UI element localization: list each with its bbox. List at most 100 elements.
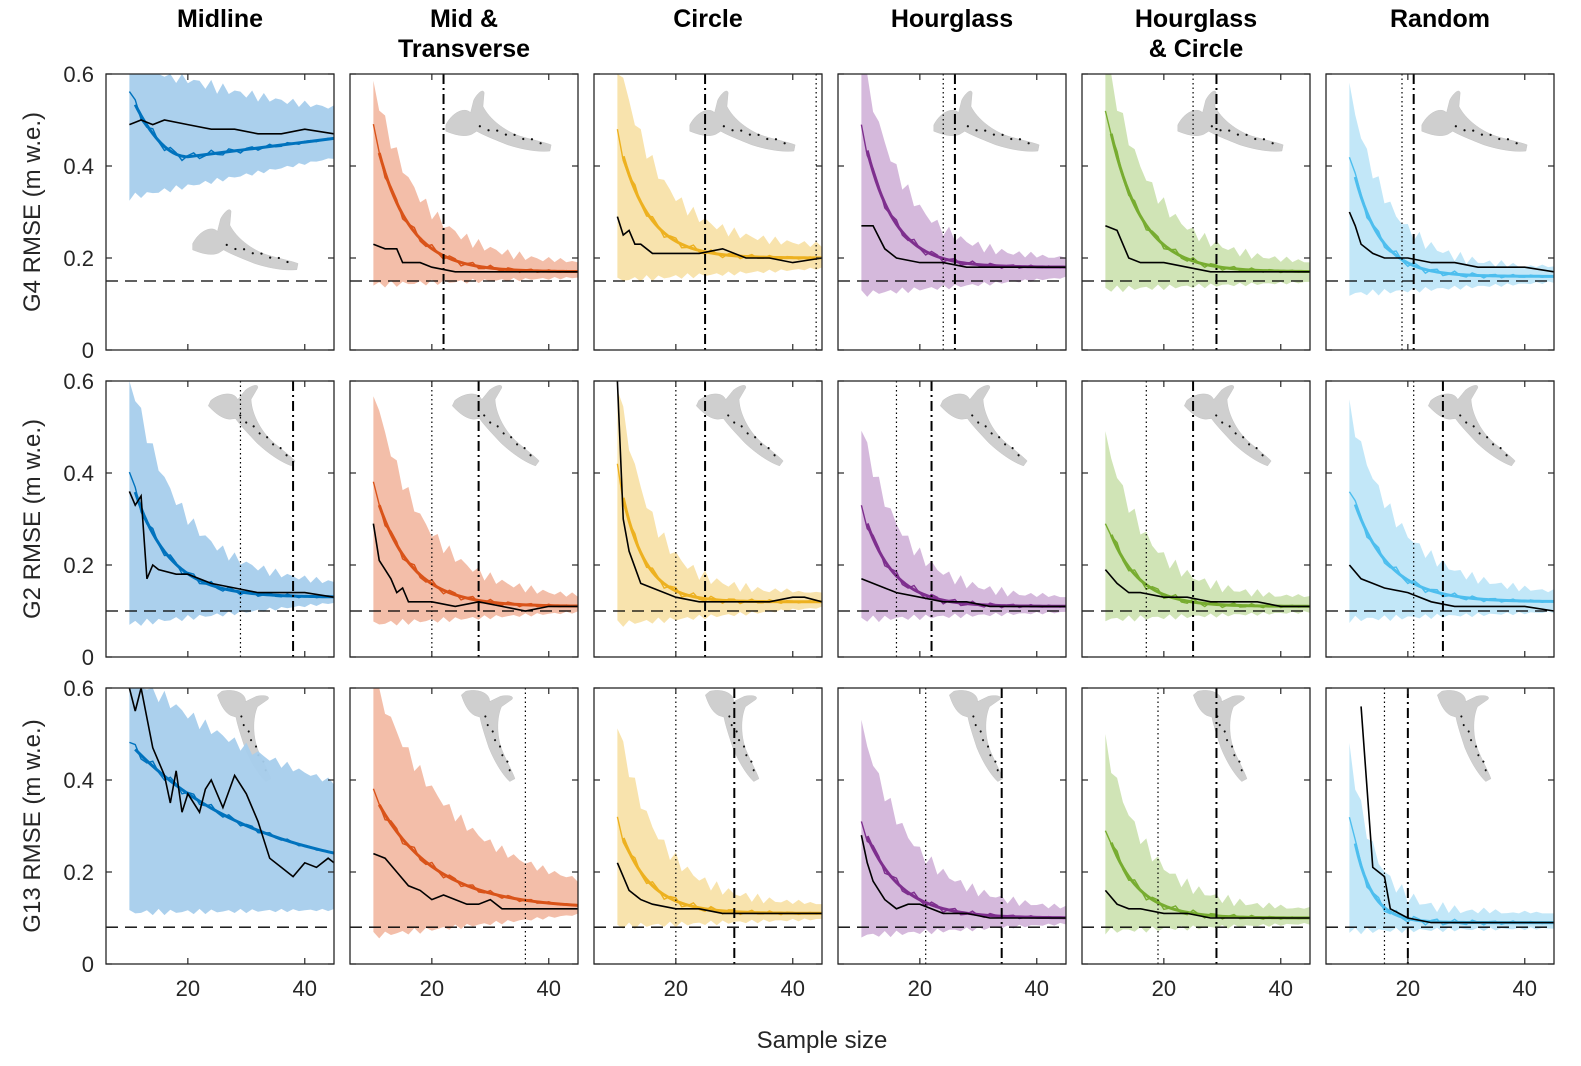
y-axis-title-g2: G2 RMSE (m w.e.) — [19, 419, 46, 619]
observed-line-g4-random — [1348, 211, 1554, 273]
observed-line-g4-midline — [129, 119, 334, 135]
fit-curve-g13-midline — [134, 748, 334, 855]
panel-g13-hourglass: 20 40 — [837, 687, 1067, 1001]
panel-g4-hourglass_circle — [1081, 73, 1311, 351]
x-tick-label: 20 — [664, 976, 688, 1001]
spread-band-g13-mid_transverse — [373, 688, 578, 939]
fit-curve-g2-midline — [133, 491, 334, 599]
panel-g2-hourglass_circle — [1081, 380, 1311, 658]
fit-curve-g4-random — [1353, 176, 1554, 278]
fit-curve-g2-circle — [621, 497, 822, 604]
panel-g13-mid_transverse: 20 40 — [349, 687, 579, 1001]
glacier-map-g2-hourglass_circle — [1175, 381, 1294, 467]
x-tick-label: 20 — [1152, 976, 1176, 1001]
fit-curve-g2-mid_transverse — [377, 504, 578, 608]
observed-line-g4-hourglass — [861, 225, 1066, 269]
panel-g13-random: 20 40 — [1325, 687, 1555, 1001]
glacier-map-g2-midline — [199, 381, 318, 467]
panel-frame — [349, 73, 579, 351]
x-tick-label: 40 — [1025, 976, 1049, 1001]
observed-line-g4-circle — [616, 216, 822, 264]
glacier-map-g13-circle — [690, 688, 798, 783]
y-tick-label: 0.6 — [63, 369, 94, 394]
observed-line-g2-midline — [128, 491, 334, 598]
spread-band-g2-circle — [617, 390, 822, 627]
panel-frame — [837, 73, 1067, 351]
panel-frame — [349, 380, 579, 658]
glacier-map-g4-random — [1421, 90, 1528, 152]
row-labels: G4 RMSE (m w.e.) G2 RMSE (m w.e.) G13 RMSE… — [19, 112, 46, 933]
spread-band-g2-hourglass_circle — [1105, 431, 1310, 622]
x-tick-label: 20 — [1396, 976, 1420, 1001]
y-tick-label: 0.2 — [63, 246, 94, 271]
observed-line-g4-mid_transverse — [373, 243, 578, 273]
spread-band-g2-random — [1349, 399, 1554, 623]
x-tick-label: 20 — [908, 976, 932, 1001]
x-tick-label: 40 — [293, 976, 317, 1001]
glacier-map-g2-hourglass — [931, 381, 1050, 467]
panel-g2-mid_transverse — [349, 380, 579, 658]
spread-band-g13-midline — [129, 688, 334, 916]
panel-frame — [1325, 687, 1555, 965]
y-tick-label: 0.2 — [63, 860, 94, 885]
panel-frame — [1325, 380, 1555, 658]
panel-g2-random — [1325, 380, 1555, 658]
panel-frame — [349, 687, 579, 965]
y-axis-title-g4: G4 RMSE (m w.e.) — [19, 112, 46, 312]
observed-line-g2-hourglass_circle — [1104, 569, 1310, 608]
x-axis-title: Sample size — [757, 1027, 888, 1054]
x-tick-label: 40 — [537, 976, 561, 1001]
glacier-map-g13-hourglass_circle — [1178, 688, 1286, 783]
y-tick-label: 0 — [82, 952, 94, 977]
glacier-map-g2-random — [1419, 381, 1538, 467]
column-title-mid_transverse: Mid & — [430, 5, 498, 33]
panel-g13-circle: 20 40 — [593, 687, 823, 1001]
spread-band-g13-hourglass_circle — [1105, 734, 1310, 935]
spread-band-g4-midline — [129, 74, 334, 201]
panel-g4-hourglass — [837, 73, 1067, 351]
panel-frame — [105, 687, 335, 965]
y-tick-label: 0.4 — [63, 461, 94, 486]
panel-frame — [1081, 687, 1311, 965]
glacier-map-g4-hourglass_circle — [1177, 90, 1284, 152]
observed-line-g13-midline — [128, 688, 334, 878]
observed-line-g4-hourglass_circle — [1105, 225, 1310, 273]
panel-g4-mid_transverse — [349, 73, 579, 351]
panel-g13-midline: 0 0.2 0.4 0.6 20 40 — [63, 676, 335, 1001]
x-tick-label: 20 — [176, 976, 200, 1001]
glacier-map-g4-circle — [689, 90, 796, 152]
observed-line-g13-circle — [616, 862, 822, 915]
y-tick-label: 0.6 — [63, 62, 94, 87]
spread-band-g2-hourglass — [861, 430, 1066, 623]
panel-frame — [1081, 380, 1311, 658]
x-tick-label: 20 — [420, 976, 444, 1001]
spread-band-g13-random — [1349, 742, 1554, 935]
glacier-map-g13-mid_transverse — [446, 688, 554, 783]
observed-line-g13-mid_transverse — [373, 852, 578, 910]
glacier-map-g4-mid_transverse — [445, 90, 552, 152]
spread-band-g4-mid_transverse — [373, 80, 578, 288]
fit-curve-g4-circle — [621, 155, 822, 260]
panel-g2-midline: 0 0.2 0.4 0.6 — [63, 369, 335, 670]
spread-band-g2-midline — [129, 381, 334, 626]
spread-band-g2-mid_transverse — [373, 396, 578, 626]
panel-frame — [593, 73, 823, 351]
spread-band-g4-random — [1349, 82, 1554, 296]
y-tick-label: 0 — [82, 338, 94, 363]
observed-line-g2-mid_transverse — [372, 523, 578, 612]
fit-curve-g13-mid_transverse — [377, 803, 578, 907]
column-title-hourglass: Hourglass — [891, 5, 1013, 33]
x-tick-label: 40 — [1513, 976, 1537, 1001]
column-title-random: Random — [1390, 5, 1490, 33]
observed-line-g2-circle — [616, 381, 822, 603]
column-title-hourglass_circle: Hourglass — [1135, 5, 1257, 33]
panels: 00.20.40.600.20.40.600.20.40.620 40 20 40 20… — [63, 62, 1555, 1001]
x-tick-label: 40 — [781, 976, 805, 1001]
panel-g4-circle — [593, 73, 823, 351]
fit-curve-g2-random — [1353, 503, 1554, 603]
column-title-hourglass_circle-line2: & Circle — [1149, 35, 1244, 63]
panel-g2-circle — [593, 380, 823, 658]
column-title-mid_transverse-line2: Transverse — [398, 35, 530, 63]
column-title-circle: Circle — [673, 5, 743, 33]
